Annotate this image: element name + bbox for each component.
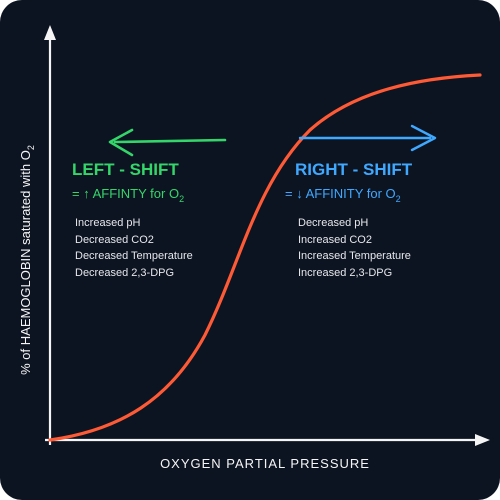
right-shift-arrow <box>300 126 435 150</box>
right-shift-subtitle: = ↓ AFFINITY for O2 <box>285 186 401 204</box>
list-item: Decreased CO2 <box>75 232 193 249</box>
left-shift-subtitle: = ↑ AFFINTY for O2 <box>72 186 184 204</box>
x-axis-label: OXYGEN PARTIAL PRESSURE <box>160 456 370 471</box>
list-item: Increased Temperature <box>298 248 411 265</box>
right-shift-title: RIGHT - SHIFT <box>295 160 413 179</box>
y-axis-arrowhead <box>44 25 56 40</box>
left-shift-title: LEFT - SHIFT <box>72 160 179 179</box>
list-item: Increased CO2 <box>298 232 411 249</box>
diagram-card: OXYGEN PARTIAL PRESSURE % of HAEMOGLOBIN… <box>0 0 500 500</box>
y-axis-label: % of HAEMOGLOBIN saturated with O2 <box>18 145 36 375</box>
left-shift-arrow <box>110 130 225 155</box>
x-axis-arrowhead <box>475 434 490 446</box>
list-item: Increased pH <box>75 215 193 232</box>
right-shift-factors: Decreased pH Increased CO2 Increased Tem… <box>298 215 411 281</box>
list-item: Decreased Temperature <box>75 248 193 265</box>
list-item: Decreased pH <box>298 215 411 232</box>
left-shift-factors: Increased pH Decreased CO2 Decreased Tem… <box>75 215 193 281</box>
list-item: Decreased 2,3-DPG <box>75 265 193 282</box>
list-item: Increased 2,3-DPG <box>298 265 411 282</box>
